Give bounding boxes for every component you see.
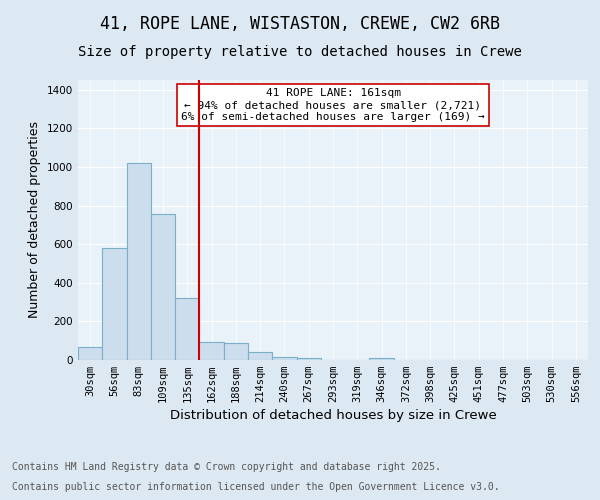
Bar [370, 358, 394, 360]
Text: Contains HM Land Registry data © Crown copyright and database right 2025.: Contains HM Land Registry data © Crown c… [12, 462, 441, 472]
Bar [102, 248, 127, 360]
Text: Size of property relative to detached houses in Crewe: Size of property relative to detached ho… [78, 45, 522, 59]
Text: Contains public sector information licensed under the Open Government Licence v3: Contains public sector information licen… [12, 482, 500, 492]
Bar [224, 342, 248, 360]
X-axis label: Distribution of detached houses by size in Crewe: Distribution of detached houses by size … [170, 410, 496, 422]
Bar [199, 342, 224, 360]
Bar [175, 298, 199, 360]
Bar [248, 352, 272, 360]
Bar [78, 348, 102, 360]
Bar [151, 214, 175, 360]
Bar [272, 356, 296, 360]
Bar [296, 358, 321, 360]
Y-axis label: Number of detached properties: Number of detached properties [28, 122, 41, 318]
Bar [127, 163, 151, 360]
Text: 41 ROPE LANE: 161sqm
← 94% of detached houses are smaller (2,721)
6% of semi-det: 41 ROPE LANE: 161sqm ← 94% of detached h… [181, 88, 485, 122]
Text: 41, ROPE LANE, WISTASTON, CREWE, CW2 6RB: 41, ROPE LANE, WISTASTON, CREWE, CW2 6RB [100, 15, 500, 33]
